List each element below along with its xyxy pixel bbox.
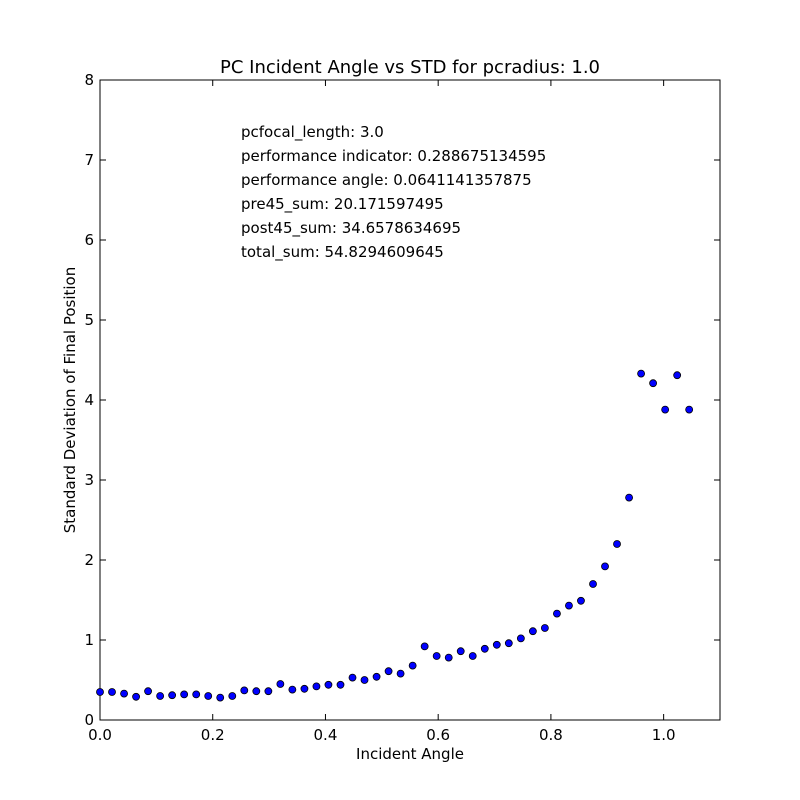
data-point (120, 689, 128, 698)
data-point (516, 634, 525, 643)
data-point (300, 684, 309, 693)
annotation-line: post45_sum: 34.6578634695 (241, 219, 461, 238)
data-point (673, 371, 682, 380)
x-tick-label: 0.8 (539, 726, 563, 744)
data-point (396, 669, 405, 678)
x-tick-label: 0.4 (314, 726, 338, 744)
y-tick-label: 4 (84, 391, 94, 409)
data-point (132, 692, 140, 701)
data-point (288, 685, 297, 694)
x-tick-label: 0.6 (426, 726, 450, 744)
data-point (492, 640, 501, 649)
y-tick-label: 0 (84, 711, 94, 729)
axis-ticks: 0.0 0.2 0.4 0.6 0.8 1.0 0 1 2 3 4 5 6 7 8 (84, 71, 720, 744)
y-tick-label: 5 (84, 311, 94, 329)
data-point (613, 540, 621, 548)
data-point (661, 405, 670, 414)
data-point (589, 580, 597, 588)
annotation-line: total_sum: 54.8294609645 (241, 243, 444, 262)
data-point (312, 682, 321, 691)
data-point (264, 687, 273, 696)
data-point (276, 680, 285, 688)
data-point (577, 596, 585, 605)
data-point (601, 562, 609, 571)
y-tick-label: 7 (84, 151, 94, 169)
y-tick-label: 8 (84, 71, 94, 89)
data-point (553, 609, 561, 618)
data-point (637, 369, 645, 378)
data-point (252, 687, 261, 696)
data-point (408, 661, 417, 670)
x-tick-label: 0.2 (201, 726, 225, 744)
data-point (180, 690, 189, 699)
data-point (685, 405, 694, 414)
data-point (96, 688, 104, 696)
y-tick-label: 3 (84, 471, 94, 489)
data-point (565, 601, 573, 610)
annotation-line: performance angle: 0.0641141357875 (241, 171, 532, 189)
data-point (372, 672, 381, 681)
data-point (216, 693, 225, 702)
data-point (144, 687, 152, 696)
data-point (480, 644, 489, 653)
annotation-line: pre45_sum: 20.171597495 (241, 195, 444, 214)
data-point (336, 680, 345, 689)
data-point (540, 624, 549, 632)
data-point (504, 639, 513, 648)
data-point (420, 642, 429, 651)
data-point (432, 652, 441, 660)
data-point (324, 680, 333, 689)
y-axis-label: Standard Deviation of Final Position (61, 267, 79, 534)
data-point (528, 627, 537, 636)
data-point (228, 692, 237, 700)
data-point (156, 692, 165, 700)
annotation-line: pcfocal_length: 3.0 (241, 123, 384, 142)
data-point (468, 652, 477, 660)
data-point (649, 379, 657, 388)
data-point (384, 667, 393, 676)
data-point (456, 647, 465, 656)
data-point (108, 688, 116, 696)
annotation-line: performance indicator: 0.288675134595 (241, 147, 546, 165)
data-point (204, 692, 213, 700)
y-tick-label: 2 (84, 551, 94, 569)
chart-title: PC Incident Angle vs STD for pcradius: 1… (220, 57, 600, 78)
data-point (444, 653, 453, 662)
data-point (240, 686, 249, 695)
plot-area (99, 79, 721, 721)
y-tick-label: 6 (84, 231, 94, 249)
data-point (625, 493, 633, 502)
data-point (192, 690, 201, 699)
data-point (168, 691, 177, 700)
x-axis-label: Incident Angle (356, 745, 464, 763)
y-tick-label: 1 (84, 631, 94, 649)
annotation-block: pcfocal_length: 3.0 performance indicator… (241, 123, 546, 262)
x-tick-label: 1.0 (652, 726, 676, 744)
data-points (96, 369, 694, 702)
data-point (360, 676, 369, 684)
x-tick-label: 0.0 (88, 726, 112, 744)
data-point (348, 673, 357, 682)
